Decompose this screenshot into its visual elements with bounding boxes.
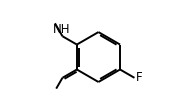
Text: NH: NH bbox=[53, 23, 71, 36]
Text: F: F bbox=[136, 71, 142, 84]
